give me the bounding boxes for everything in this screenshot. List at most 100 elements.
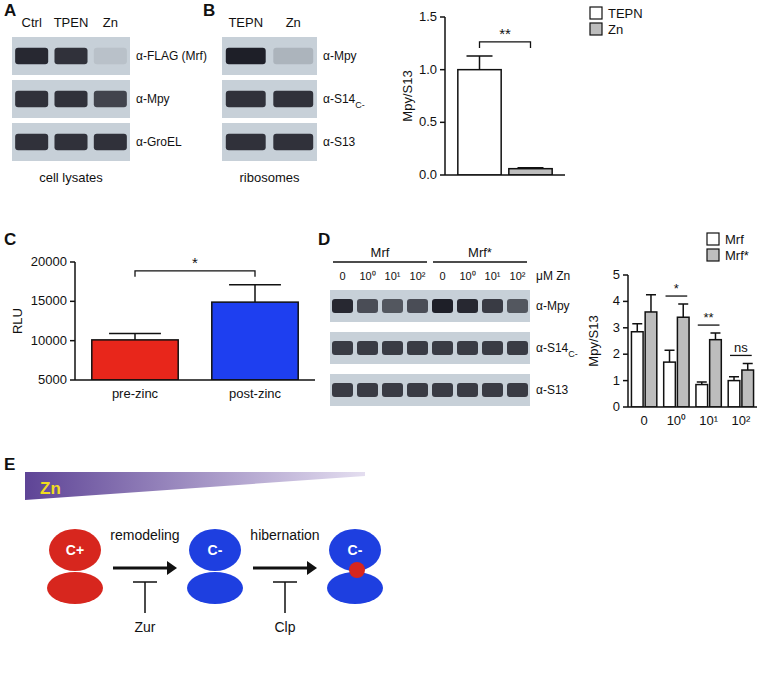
legend-swatch bbox=[590, 7, 602, 19]
band bbox=[332, 383, 353, 397]
bar bbox=[92, 340, 178, 380]
band bbox=[507, 341, 528, 355]
band bbox=[457, 341, 478, 355]
bar bbox=[742, 370, 754, 407]
band bbox=[273, 134, 313, 151]
y-tick-label: 2 bbox=[613, 346, 620, 361]
lane-label: Zn bbox=[103, 15, 118, 30]
step-arrow bbox=[113, 567, 171, 570]
band bbox=[226, 91, 266, 108]
y-tick-label: 4 bbox=[613, 293, 620, 308]
band bbox=[432, 299, 453, 313]
band bbox=[94, 91, 127, 108]
y-axis bbox=[74, 262, 76, 380]
legend-swatch bbox=[707, 249, 719, 261]
step-label: hibernation bbox=[250, 527, 319, 543]
panel-label: D bbox=[318, 230, 330, 249]
band bbox=[407, 299, 428, 313]
band bbox=[432, 383, 453, 397]
lane-label: Zn bbox=[286, 15, 301, 30]
group-label: Mrf bbox=[371, 245, 390, 260]
x-tick-label: 0 bbox=[641, 413, 648, 428]
row-label: α-S14C- bbox=[323, 92, 365, 110]
y-axis bbox=[627, 275, 629, 407]
band bbox=[382, 383, 403, 397]
inhibitor-label: Zur bbox=[135, 619, 156, 635]
y-tick-label: 10000 bbox=[31, 333, 67, 348]
band bbox=[226, 48, 266, 65]
lane-label: 10² bbox=[410, 270, 426, 282]
small-subunit bbox=[187, 572, 243, 604]
band bbox=[407, 341, 428, 355]
lane-label: 10¹ bbox=[385, 270, 401, 282]
bar bbox=[728, 381, 740, 407]
x-axis bbox=[628, 406, 757, 408]
lane-label: 10⁰ bbox=[459, 270, 475, 282]
blot-row bbox=[222, 123, 317, 161]
bar bbox=[631, 332, 643, 407]
error-bar bbox=[678, 304, 688, 317]
significance-label: * bbox=[192, 254, 198, 271]
significance-label: ** bbox=[499, 25, 511, 42]
lane-label: 0 bbox=[339, 270, 345, 282]
x-tick-label: 10¹ bbox=[699, 413, 718, 428]
y-tick-label: 0 bbox=[613, 399, 620, 414]
row-label: α-Mpy bbox=[136, 92, 170, 106]
band bbox=[332, 299, 353, 313]
y-axis bbox=[444, 17, 446, 175]
y-tick bbox=[70, 261, 75, 263]
y-tick bbox=[70, 340, 75, 342]
arrow-head bbox=[307, 561, 317, 575]
band bbox=[482, 341, 503, 355]
annotation-label: ns bbox=[734, 340, 748, 355]
band bbox=[273, 48, 313, 65]
bar bbox=[696, 385, 708, 407]
x-tick-label: 10⁰ bbox=[667, 413, 686, 428]
state-label: C- bbox=[208, 542, 223, 558]
band bbox=[15, 91, 48, 108]
figure: ABCDECtrlTPENZnα-FLAG (Mrf)α-Mpyα-GroELc… bbox=[0, 0, 764, 677]
state-label: C+ bbox=[66, 542, 84, 558]
inhibition-mark bbox=[133, 582, 157, 613]
panel-label: A bbox=[4, 1, 16, 20]
arrow-head bbox=[167, 561, 177, 575]
blot-row bbox=[330, 290, 530, 322]
error-bar bbox=[466, 56, 492, 70]
chart: 0.00.51.01.5Mpy/S13TEPNZn** bbox=[400, 6, 643, 182]
bar bbox=[458, 70, 501, 175]
bar bbox=[677, 317, 689, 407]
row-subscript: C- bbox=[568, 349, 578, 359]
row-label: α-Mpy bbox=[536, 299, 570, 313]
state-label: C- bbox=[348, 542, 363, 558]
blot-row bbox=[12, 80, 130, 118]
blot-row bbox=[330, 374, 530, 406]
y-tick-label: 0.0 bbox=[419, 167, 437, 182]
blot-row bbox=[222, 37, 317, 75]
row-label: α-S14C- bbox=[536, 341, 578, 359]
y-tick bbox=[70, 379, 75, 381]
bar bbox=[212, 302, 298, 380]
error-bar bbox=[665, 350, 675, 362]
error-bar bbox=[710, 333, 720, 340]
y-tick bbox=[623, 353, 628, 355]
step-arrow bbox=[253, 567, 311, 570]
x-axis bbox=[75, 379, 315, 381]
band bbox=[273, 91, 313, 108]
band bbox=[357, 299, 378, 313]
lane-label: Ctrl bbox=[22, 15, 42, 30]
lane-label: 0 bbox=[439, 270, 445, 282]
blot-row bbox=[330, 332, 530, 364]
large-subunit bbox=[189, 529, 241, 571]
band bbox=[482, 299, 503, 313]
unit-label: μM Zn bbox=[536, 269, 570, 283]
y-tick-label: 5000 bbox=[38, 372, 67, 387]
band bbox=[15, 134, 48, 151]
band bbox=[407, 383, 428, 397]
band bbox=[507, 383, 528, 397]
legend-label: TEPN bbox=[608, 6, 643, 21]
band bbox=[457, 299, 478, 313]
y-tick bbox=[623, 274, 628, 276]
band bbox=[226, 134, 266, 151]
band bbox=[382, 341, 403, 355]
bar bbox=[509, 169, 552, 175]
